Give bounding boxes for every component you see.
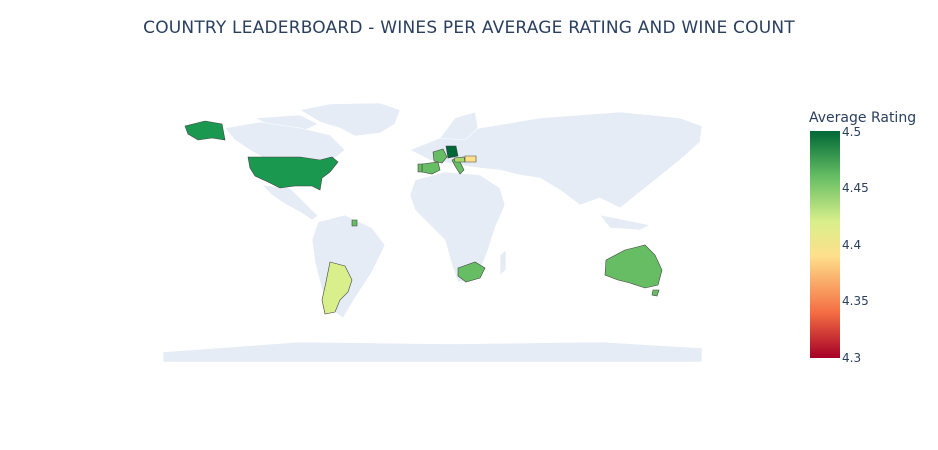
country-south-africa[interactable] (457, 261, 486, 283)
colorbar (810, 131, 840, 358)
country-austria[interactable] (453, 156, 466, 163)
chart-title: COUNTRY LEADERBOARD - WINES PER AVERAGE … (143, 18, 795, 38)
colorbar-title: Average Rating (809, 110, 917, 126)
country-australia[interactable] (604, 244, 663, 297)
colorbar-tick-label: 4.4 (842, 238, 862, 252)
country-spain[interactable] (421, 161, 441, 175)
country-france[interactable] (432, 148, 448, 164)
country-argentina[interactable] (321, 261, 353, 315)
country-suriname[interactable] (351, 219, 358, 227)
colorbar-tick-label: 4.3 (842, 351, 862, 365)
land-background (162, 102, 703, 363)
country-germany[interactable] (445, 145, 459, 159)
country-united-states[interactable] (184, 120, 339, 191)
colorbar-tick-label: 4.5 (842, 125, 862, 139)
colorbar-tick-label: 4.45 (842, 181, 869, 195)
colorbar-tick-label: 4.35 (842, 294, 869, 308)
country-hungary[interactable] (464, 155, 477, 163)
country-portugal[interactable] (417, 163, 423, 173)
